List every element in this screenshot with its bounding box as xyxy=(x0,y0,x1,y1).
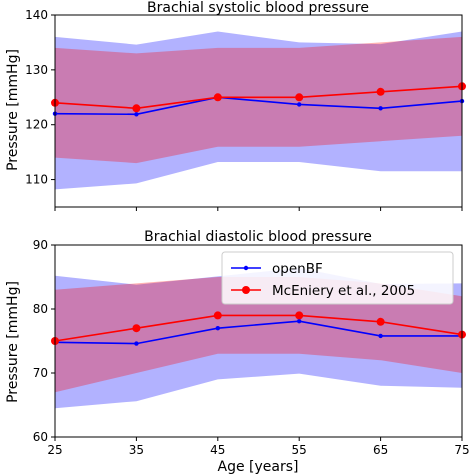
diastolic-point-openbf xyxy=(215,326,220,331)
x-axis-label: Age [years] xyxy=(218,459,299,474)
systolic-point-mceniery xyxy=(295,93,304,102)
diastolic-line-openbf xyxy=(54,320,462,345)
diastolic-x-tick-label: 35 xyxy=(129,443,144,457)
diastolic-ticks: 60 70 80 90 25 35 45 55 65 75 xyxy=(33,238,470,457)
diastolic-y-tick-label: 60 xyxy=(33,430,48,444)
diastolic-panel-title: Brachial diastolic blood pressure xyxy=(144,229,372,245)
diastolic-x-tick-label: 45 xyxy=(210,443,225,457)
diastolic-point-openbf xyxy=(134,341,139,346)
diastolic-y-tick-label: 70 xyxy=(33,366,48,380)
systolic-panel: Brachial systolic blood pressure Pressur… xyxy=(5,0,466,211)
systolic-point-openbf xyxy=(378,106,383,111)
systolic-bands xyxy=(55,31,462,190)
systolic-point-mceniery xyxy=(376,87,385,96)
systolic-point-openbf xyxy=(297,102,302,107)
diastolic-y-axis-label: Pressure [mmHg] xyxy=(5,281,21,403)
diastolic-point-openbf xyxy=(378,333,383,339)
systolic-band-mceniery xyxy=(55,36,462,164)
systolic-line-openbf xyxy=(54,96,463,116)
systolic-panel-title: Brachial systolic blood pressure xyxy=(147,0,369,16)
systolic-y-axis-label: Pressure [mmHg] xyxy=(5,49,21,171)
systolic-y-tick-label: 120 xyxy=(25,118,48,132)
legend-mceniery-label: McEniery et al., 2005 xyxy=(272,283,415,299)
diastolic-point-mceniery xyxy=(213,311,222,320)
diastolic-point-mceniery xyxy=(295,311,304,320)
legend: openBF McEniery et al., 2005 xyxy=(221,251,454,305)
legend-openbf-label: openBF xyxy=(272,261,323,277)
systolic-y-tick-label: 130 xyxy=(25,63,48,77)
legend-mceniery-marker xyxy=(242,286,250,294)
diastolic-point-openbf xyxy=(297,319,302,324)
diastolic-point-mceniery xyxy=(132,324,141,333)
systolic-band-openbf xyxy=(55,31,462,190)
diastolic-x-tick-label: 75 xyxy=(454,443,469,457)
diastolic-plot-frame xyxy=(54,244,463,438)
diastolic-x-tick-label: 65 xyxy=(373,443,388,457)
systolic-plot-frame xyxy=(54,14,463,208)
systolic-point-openbf xyxy=(134,112,139,117)
diastolic-band-mceniery xyxy=(55,277,462,393)
systolic-lines xyxy=(51,82,466,117)
systolic-point-mceniery xyxy=(132,104,141,113)
systolic-y-tick-label: 140 xyxy=(25,8,48,22)
diastolic-y-tick-label: 80 xyxy=(33,302,48,316)
systolic-ticks: 110 120 130 140 xyxy=(25,8,463,211)
legend-box xyxy=(221,251,454,305)
diastolic-point-mceniery xyxy=(376,317,385,326)
systolic-point-mceniery xyxy=(213,93,222,102)
diastolic-line-mceniery xyxy=(54,314,463,342)
diastolic-y-tick-label: 90 xyxy=(33,238,48,252)
diastolic-lines xyxy=(51,311,466,346)
diastolic-x-tick-label: 55 xyxy=(292,443,307,457)
legend-openbf-marker xyxy=(243,265,249,271)
diastolic-panel: Brachial diastolic blood pressure Pressu… xyxy=(5,229,470,474)
systolic-line-mceniery xyxy=(54,85,463,110)
diastolic-x-tick-label: 25 xyxy=(47,443,62,457)
systolic-y-tick-label: 110 xyxy=(25,173,48,187)
